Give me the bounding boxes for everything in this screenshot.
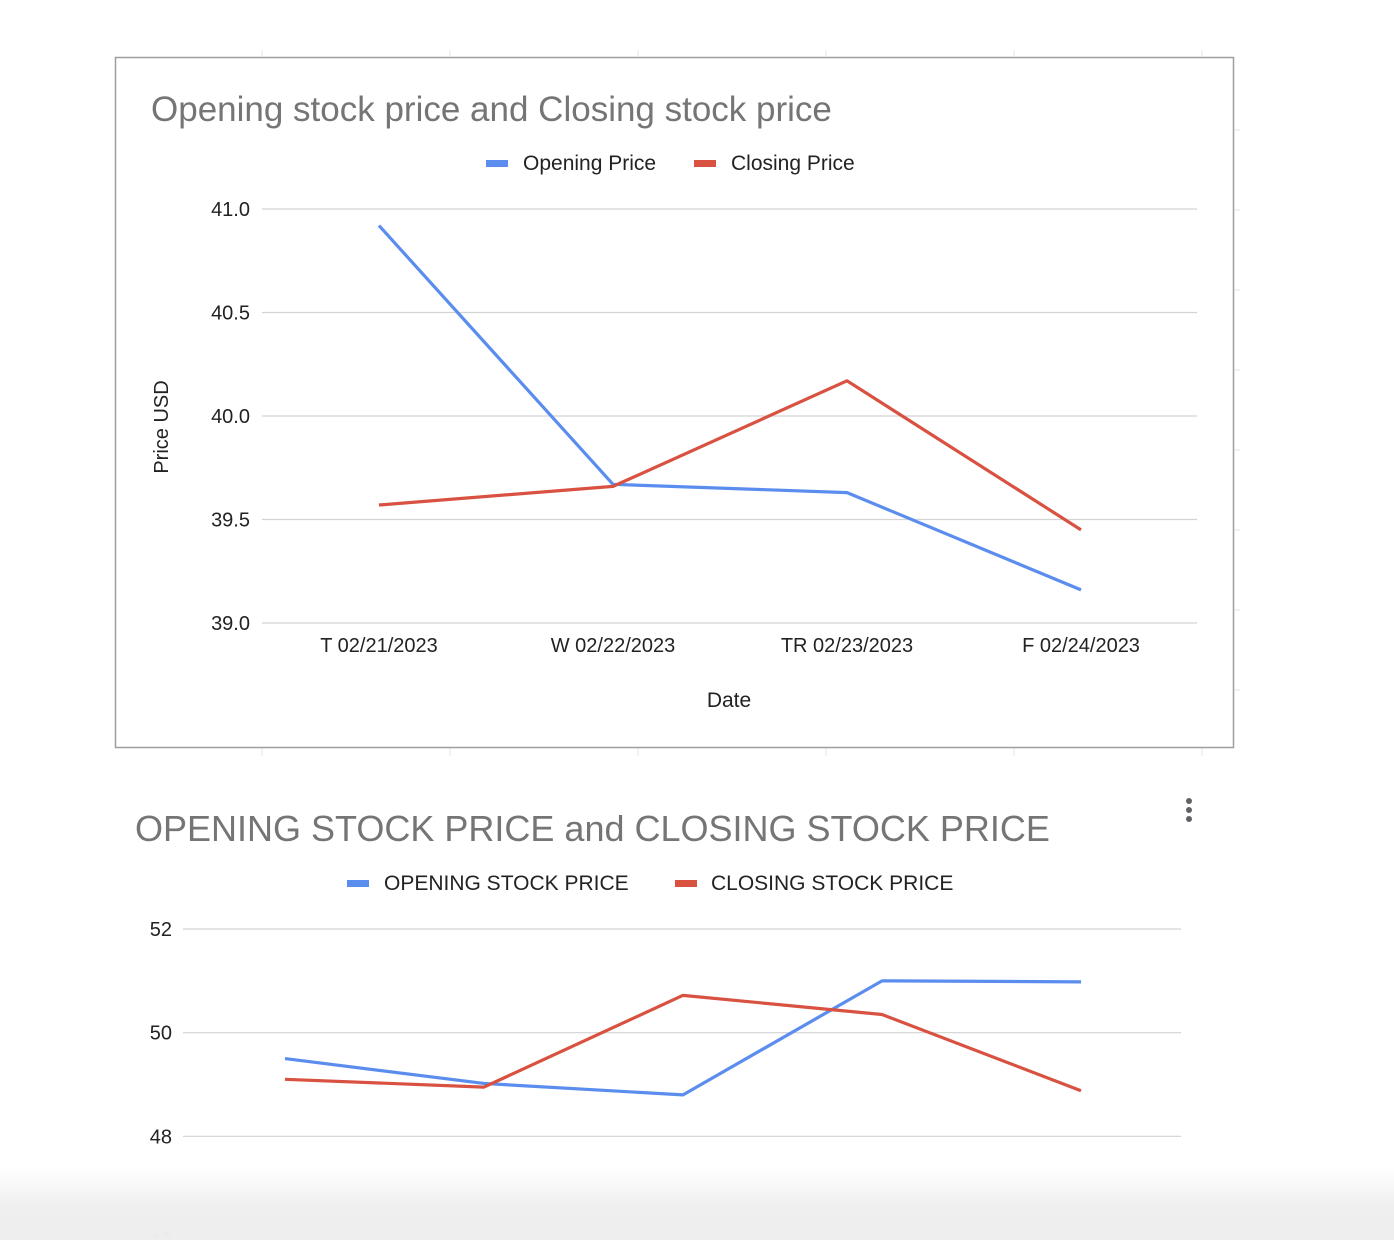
more-vert-icon[interactable] — [1184, 794, 1198, 830]
chart-2-series — [284, 979, 1082, 1097]
chart-1-gridlines — [262, 208, 1197, 624]
chart-2-title: OPENING STOCK PRICE and CLOSING STOCK PR… — [135, 808, 1050, 849]
legend-label-closing-price: Closing Price — [731, 152, 855, 175]
legend-swatch-opening-price — [486, 160, 508, 167]
legend-label-opening-stock-price: OPENING STOCK PRICE — [384, 872, 629, 895]
chart-1: Opening stock price and Closing stock pr… — [114, 50, 1240, 756]
x-tick-label: TR 02/23/2023 — [781, 635, 913, 657]
y-tick-label: 40.5 — [211, 303, 250, 325]
series-line-opening-stock-price[interactable] — [284, 979, 1082, 1097]
chart-2-gridlines — [183, 928, 1181, 1240]
chart-2-y-tick-labels: 46 48 50 52 — [150, 919, 172, 1240]
x-tick-label: W 02/22/2023 — [551, 635, 676, 657]
y-tick-label: 48 — [150, 1126, 172, 1148]
chart-2: OPENING STOCK PRICE and CLOSING STOCK PR… — [135, 794, 1198, 1240]
series-line-closing-price[interactable] — [378, 379, 1082, 532]
chart-1-series — [377, 224, 1082, 592]
legend-swatch-closing-price — [694, 160, 716, 167]
series-line-closing-stock-price[interactable] — [284, 993, 1082, 1093]
y-tick-label: 50 — [150, 1023, 172, 1045]
chart-1-title: Opening stock price and Closing stock pr… — [151, 90, 832, 129]
series-line-opening-price[interactable] — [377, 224, 1082, 592]
y-tick-label: 39.5 — [211, 510, 250, 532]
legend-swatch-closing-stock-price — [675, 880, 697, 887]
chart-1-x-axis-label: Date — [707, 689, 751, 712]
y-tick-label: 46 — [150, 1230, 172, 1240]
y-tick-label: 39.0 — [211, 613, 250, 635]
chart-1-y-axis-label: Price USD — [151, 380, 173, 473]
chart-1-x-tick-labels: T 02/21/2023 W 02/22/2023 TR 02/23/2023 F 0… — [320, 635, 1140, 657]
legend-label-opening-price: Opening Price — [523, 152, 656, 175]
chart-1-y-tick-labels: 39.0 39.5 40.0 40.5 41.0 — [211, 199, 250, 635]
sheet-grid-lines — [261, 50, 1240, 756]
x-tick-label: T 02/21/2023 — [320, 635, 438, 657]
chart-2-legend: OPENING STOCK PRICE CLOSING STOCK PRICE — [347, 872, 953, 895]
legend-swatch-opening-stock-price — [347, 880, 369, 887]
y-tick-label: 41.0 — [211, 199, 250, 221]
legend-label-closing-stock-price: CLOSING STOCK PRICE — [711, 872, 953, 895]
chart-1-legend: Opening Price Closing Price — [486, 152, 855, 175]
y-tick-label: 40.0 — [211, 406, 250, 428]
x-tick-label: F 02/24/2023 — [1022, 635, 1140, 657]
chart-1-frame[interactable] — [114, 56, 1235, 749]
y-tick-label: 52 — [150, 919, 172, 941]
